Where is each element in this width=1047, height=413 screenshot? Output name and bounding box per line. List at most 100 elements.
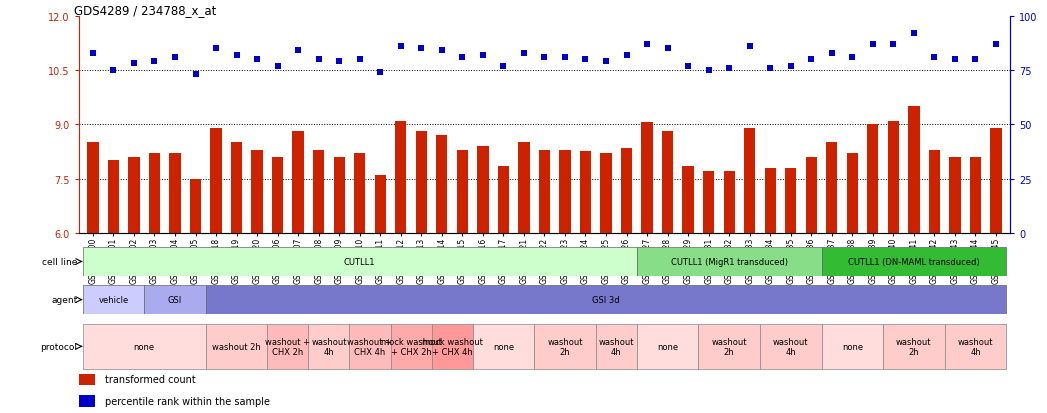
- Bar: [867, 125, 878, 233]
- Bar: [908, 107, 919, 233]
- Point: [618, 52, 634, 59]
- Point: [126, 61, 142, 68]
- Bar: [129, 157, 139, 233]
- Point: [228, 52, 245, 59]
- Text: GSI 3d: GSI 3d: [593, 295, 620, 304]
- Point: [700, 67, 717, 74]
- Point: [865, 41, 882, 48]
- Point: [946, 57, 963, 63]
- Bar: [395, 121, 406, 233]
- Bar: [621, 148, 632, 233]
- Point: [147, 59, 163, 65]
- Point: [926, 55, 942, 61]
- Bar: [170, 154, 181, 233]
- Text: cell line: cell line: [42, 257, 77, 266]
- Point: [598, 59, 615, 65]
- Point: [85, 50, 102, 57]
- Point: [269, 63, 286, 70]
- Text: transformed count: transformed count: [105, 375, 196, 385]
- Text: washout
4h: washout 4h: [773, 337, 808, 356]
- Bar: [600, 154, 611, 233]
- Text: GDS4289 / 234788_x_at: GDS4289 / 234788_x_at: [74, 4, 217, 17]
- Bar: [79, 374, 95, 385]
- Bar: [108, 161, 119, 233]
- Point: [249, 57, 266, 63]
- Bar: [206, 285, 1006, 314]
- Bar: [472, 324, 534, 369]
- Bar: [190, 179, 201, 233]
- Bar: [272, 157, 284, 233]
- Bar: [350, 324, 391, 369]
- Bar: [944, 324, 1006, 369]
- Text: washout
2h: washout 2h: [896, 337, 932, 356]
- Bar: [580, 152, 592, 233]
- Bar: [437, 136, 447, 233]
- Point: [782, 63, 799, 70]
- Bar: [596, 324, 637, 369]
- Text: washout
2h: washout 2h: [711, 337, 747, 356]
- Bar: [210, 128, 222, 233]
- Bar: [703, 172, 714, 233]
- Bar: [267, 324, 309, 369]
- Bar: [847, 154, 857, 233]
- Point: [433, 48, 450, 55]
- Text: none: none: [493, 342, 514, 351]
- Text: CUTLL1: CUTLL1: [344, 257, 376, 266]
- Point: [454, 55, 471, 61]
- Bar: [888, 121, 899, 233]
- Bar: [292, 132, 304, 233]
- Point: [680, 63, 696, 70]
- Bar: [87, 143, 98, 233]
- Bar: [826, 143, 838, 233]
- Bar: [805, 157, 817, 233]
- Point: [290, 48, 307, 55]
- Point: [987, 41, 1004, 48]
- Text: mock washout
+ CHX 2h: mock washout + CHX 2h: [381, 337, 442, 356]
- Bar: [79, 395, 95, 407]
- Point: [495, 63, 512, 70]
- Point: [105, 67, 121, 74]
- Text: mock washout
+ CHX 4h: mock washout + CHX 4h: [422, 337, 483, 356]
- Text: none: none: [842, 342, 863, 351]
- Bar: [642, 123, 652, 233]
- Text: washout 2h: washout 2h: [213, 342, 261, 351]
- Bar: [785, 169, 797, 233]
- Bar: [391, 324, 431, 369]
- Bar: [559, 150, 571, 233]
- Text: washout +
CHX 4h: washout + CHX 4h: [348, 337, 393, 356]
- Bar: [637, 324, 698, 369]
- Bar: [990, 128, 1002, 233]
- Point: [803, 57, 820, 63]
- Point: [906, 31, 922, 37]
- Text: washout
4h: washout 4h: [958, 337, 994, 356]
- Bar: [354, 154, 365, 233]
- Text: CUTLL1 (MigR1 transduced): CUTLL1 (MigR1 transduced): [671, 257, 787, 266]
- Point: [577, 57, 594, 63]
- Bar: [83, 285, 144, 314]
- Point: [207, 46, 224, 52]
- Bar: [822, 247, 1006, 276]
- Bar: [539, 150, 550, 233]
- Point: [393, 43, 409, 50]
- Point: [187, 72, 204, 78]
- Bar: [683, 166, 694, 233]
- Bar: [149, 154, 160, 233]
- Bar: [375, 176, 386, 233]
- Bar: [822, 324, 883, 369]
- Point: [536, 55, 553, 61]
- Text: percentile rank within the sample: percentile rank within the sample: [105, 396, 270, 406]
- Bar: [518, 143, 530, 233]
- Point: [844, 55, 861, 61]
- Bar: [662, 132, 673, 233]
- Point: [967, 57, 984, 63]
- Point: [762, 65, 779, 72]
- Bar: [723, 172, 735, 233]
- Point: [557, 55, 574, 61]
- Text: none: none: [134, 342, 155, 351]
- Bar: [144, 285, 206, 314]
- Bar: [206, 324, 267, 369]
- Point: [352, 57, 369, 63]
- Bar: [744, 128, 755, 233]
- Point: [310, 57, 327, 63]
- Bar: [334, 157, 344, 233]
